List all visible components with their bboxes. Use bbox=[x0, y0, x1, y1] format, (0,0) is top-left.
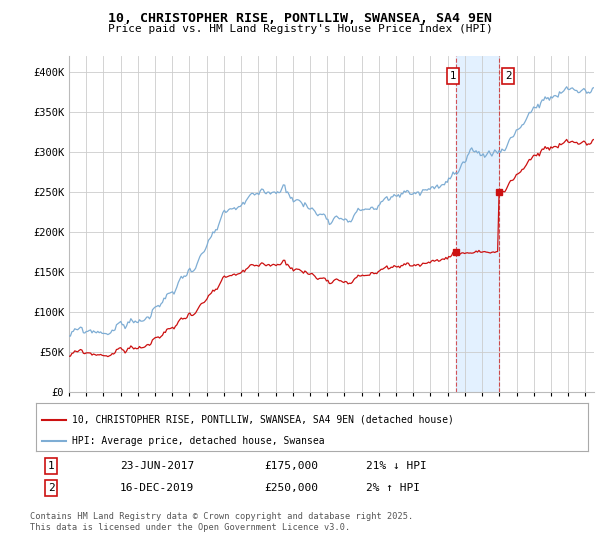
Text: Price paid vs. HM Land Registry's House Price Index (HPI): Price paid vs. HM Land Registry's House … bbox=[107, 24, 493, 34]
Text: 2% ↑ HPI: 2% ↑ HPI bbox=[366, 483, 420, 493]
Text: 21% ↓ HPI: 21% ↓ HPI bbox=[366, 461, 427, 471]
Text: £250,000: £250,000 bbox=[264, 483, 318, 493]
Text: 23-JUN-2017: 23-JUN-2017 bbox=[120, 461, 194, 471]
Text: Contains HM Land Registry data © Crown copyright and database right 2025.
This d: Contains HM Land Registry data © Crown c… bbox=[30, 512, 413, 532]
Text: 1: 1 bbox=[450, 71, 457, 81]
Text: 2: 2 bbox=[505, 71, 511, 81]
Text: 16-DEC-2019: 16-DEC-2019 bbox=[120, 483, 194, 493]
Text: 10, CHRISTOPHER RISE, PONTLLIW, SWANSEA, SA4 9EN: 10, CHRISTOPHER RISE, PONTLLIW, SWANSEA,… bbox=[108, 12, 492, 25]
Text: 10, CHRISTOPHER RISE, PONTLLIW, SWANSEA, SA4 9EN (detached house): 10, CHRISTOPHER RISE, PONTLLIW, SWANSEA,… bbox=[72, 415, 454, 425]
Text: HPI: Average price, detached house, Swansea: HPI: Average price, detached house, Swan… bbox=[72, 436, 325, 446]
Bar bbox=[456, 56, 499, 392]
Text: £175,000: £175,000 bbox=[264, 461, 318, 471]
Text: 1: 1 bbox=[47, 461, 55, 471]
Text: 2: 2 bbox=[47, 483, 55, 493]
